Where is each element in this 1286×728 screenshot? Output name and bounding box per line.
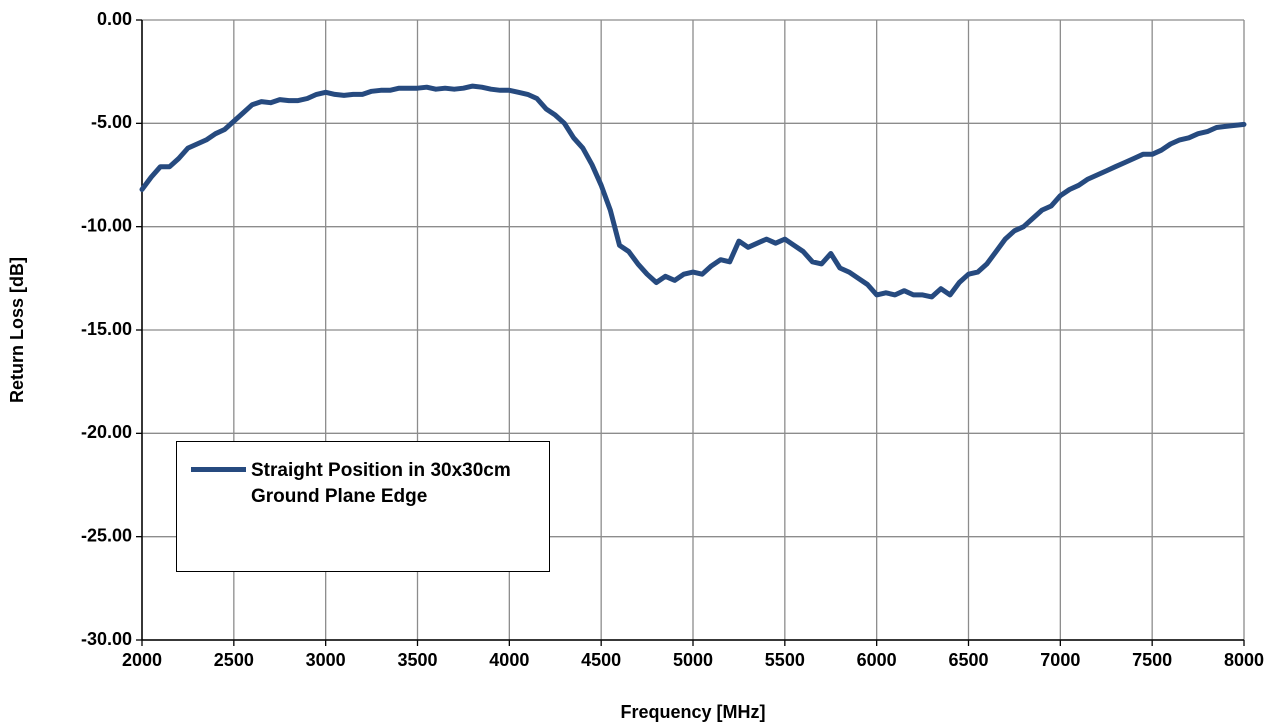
y-tick-label: -5.00 xyxy=(91,112,132,132)
y-tick-label: -20.00 xyxy=(81,422,132,442)
legend-label: Straight Position in 30x30cm Ground Plan… xyxy=(251,460,511,507)
legend: Straight Position in 30x30cm Ground Plan… xyxy=(176,441,550,572)
x-tick-label: 2500 xyxy=(214,650,254,670)
x-tick-label: 4500 xyxy=(581,650,621,670)
x-tick-label: 6500 xyxy=(948,650,988,670)
legend-swatch xyxy=(191,467,246,472)
x-tick-label: 8000 xyxy=(1224,650,1264,670)
y-tick-label: -15.00 xyxy=(81,319,132,339)
y-tick-label: 0.00 xyxy=(97,9,132,29)
x-tick-label: 7000 xyxy=(1040,650,1080,670)
x-tick-label: 4000 xyxy=(489,650,529,670)
y-tick-label: -30.00 xyxy=(81,629,132,649)
data-line xyxy=(139,83,1247,300)
x-tick-label: 3000 xyxy=(306,650,346,670)
x-tick-label: 3500 xyxy=(397,650,437,670)
x-tick-label: 5500 xyxy=(765,650,805,670)
x-tick-label: 2000 xyxy=(122,650,162,670)
y-tick-label: -25.00 xyxy=(81,525,132,545)
x-tick-label: 5000 xyxy=(673,650,713,670)
x-tick-label: 6000 xyxy=(857,650,897,670)
y-tick-label: -10.00 xyxy=(81,215,132,235)
y-axis-label: Return Loss [dB] xyxy=(7,257,27,403)
x-tick-label: 7500 xyxy=(1132,650,1172,670)
x-axis-label: Frequency [MHz] xyxy=(620,702,765,722)
